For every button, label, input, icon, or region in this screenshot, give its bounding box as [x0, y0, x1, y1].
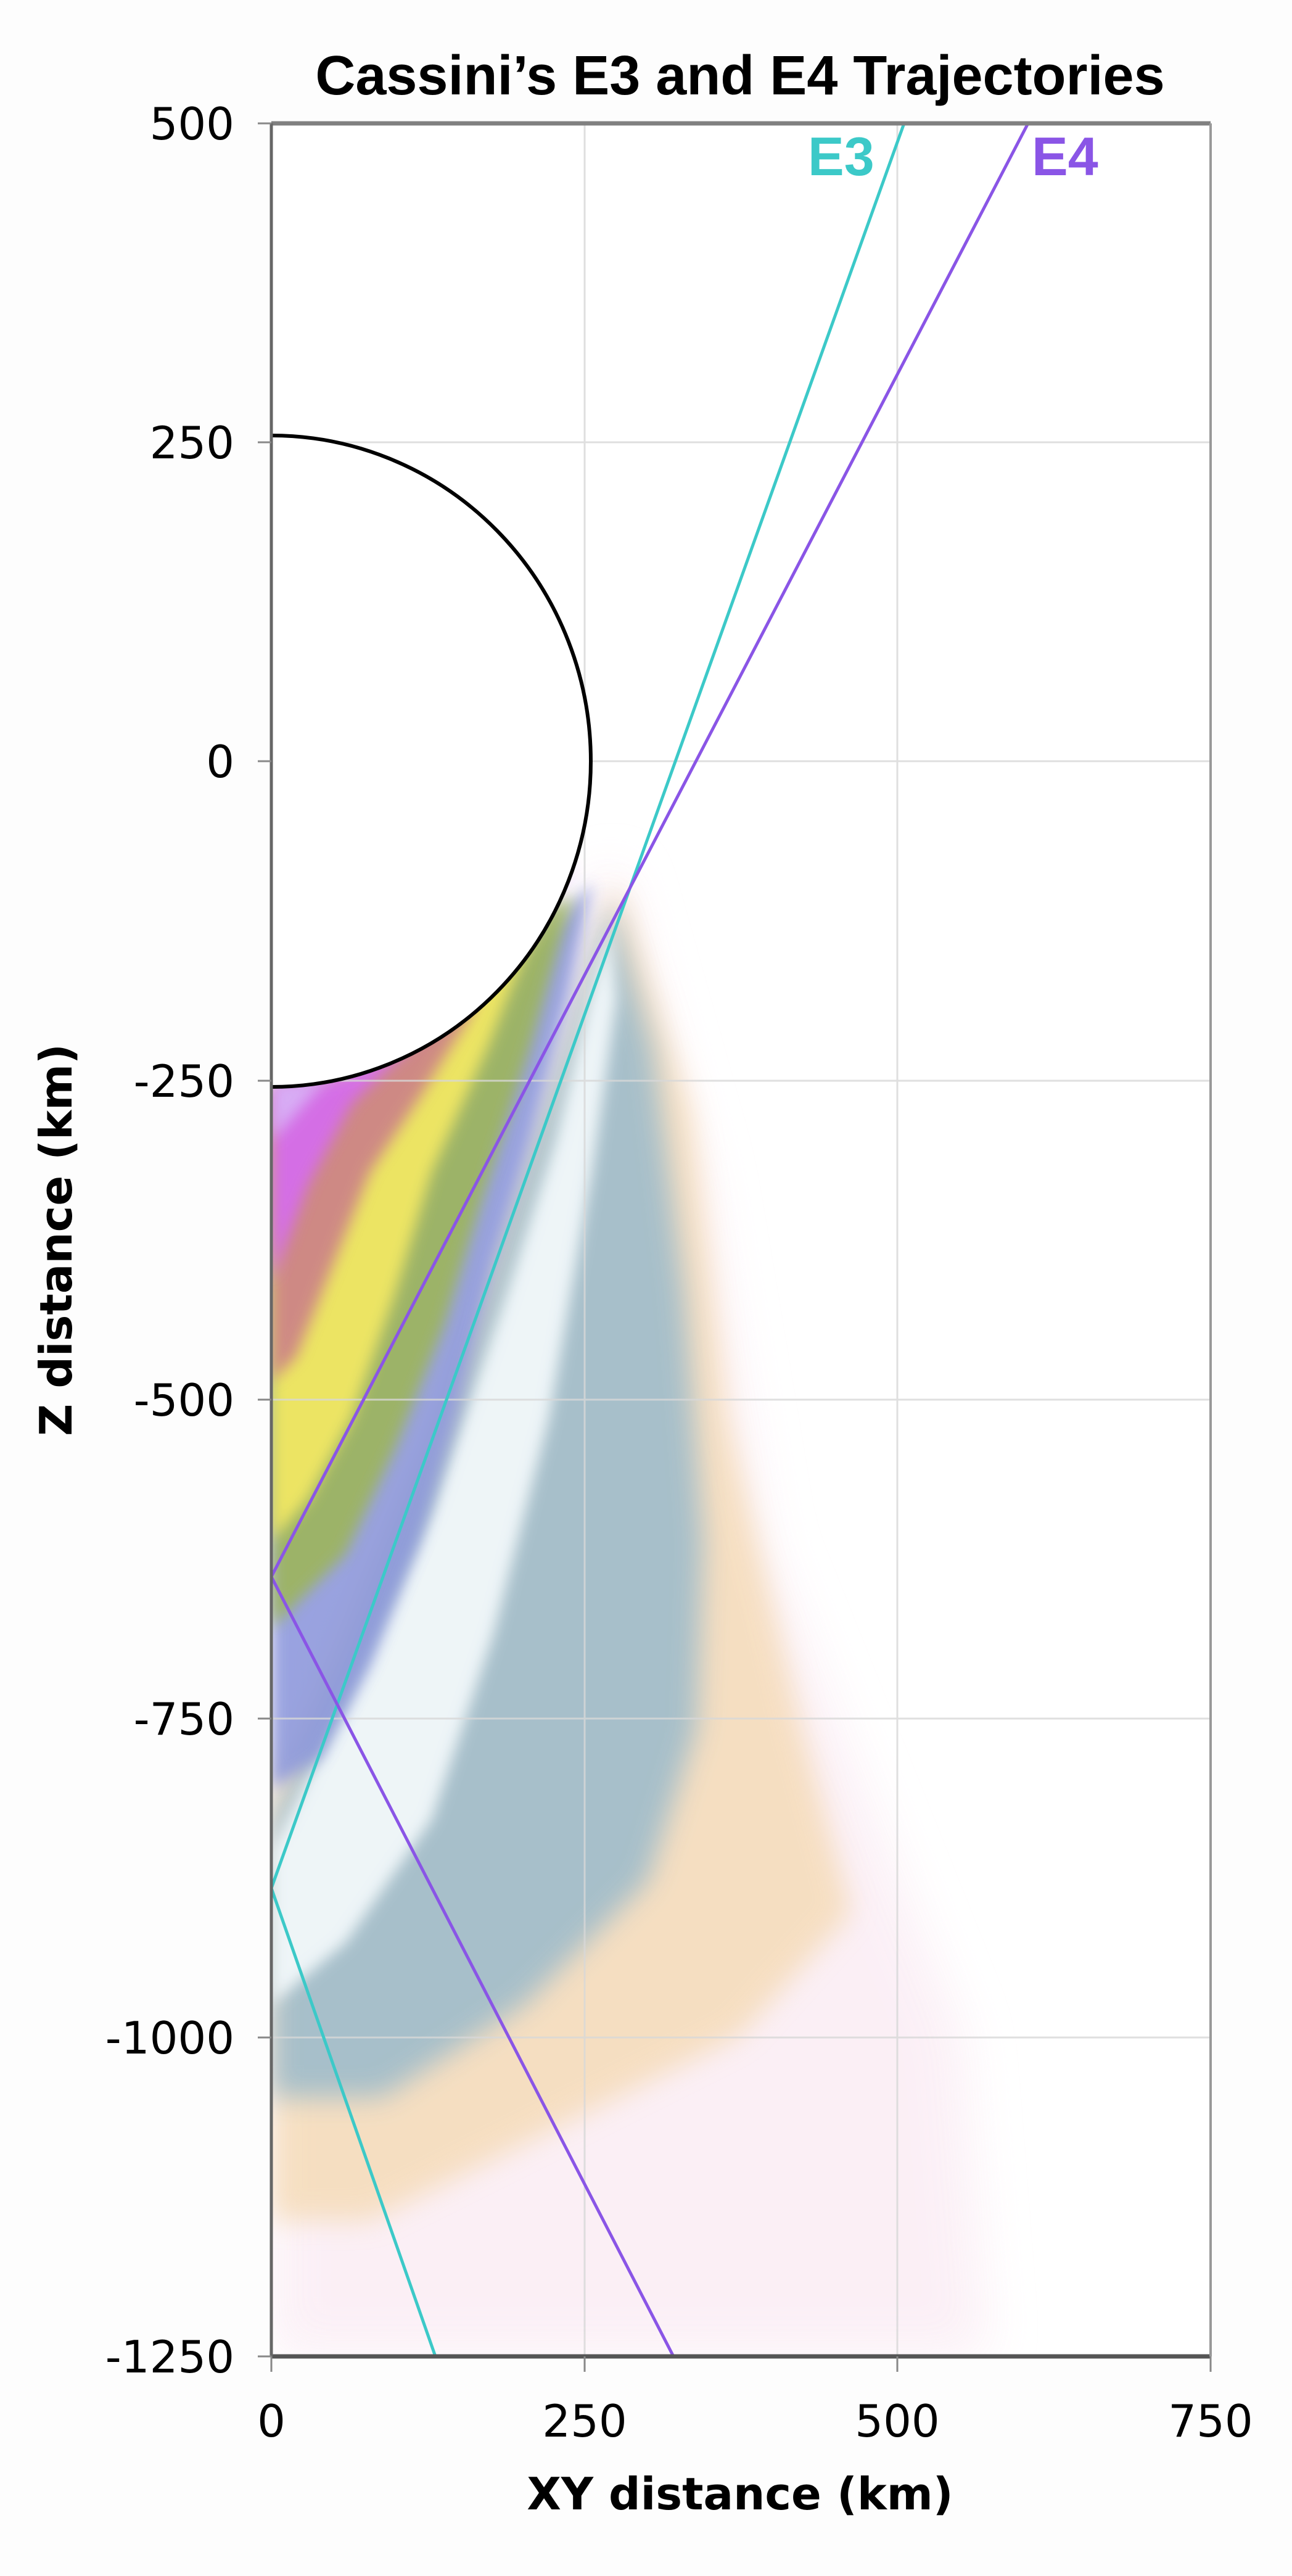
y-tick-label: -250	[134, 1055, 234, 1107]
x-ticks	[270, 2356, 1212, 2372]
y-tick-label: 250	[150, 417, 234, 469]
y-tick-label: 500	[150, 98, 234, 150]
chart-title: Cassini’s E3 and E4 Trajectories	[315, 45, 1164, 107]
y-tick-label: 0	[206, 736, 234, 788]
y-tick-labels: 500 250 0 -250 -500 -750 -1000 -1250	[105, 98, 234, 2383]
gridlines	[271, 123, 1211, 2356]
y-axis-label: Z distance (km)	[30, 1044, 82, 1436]
trajectory-e3	[271, 123, 906, 2356]
e4-label: E4	[1032, 126, 1098, 187]
x-tick-label: 0	[257, 2395, 286, 2447]
y-tick-label: -1250	[105, 2331, 234, 2383]
y-ticks	[258, 122, 271, 2358]
y-tick-label: -750	[134, 1693, 234, 1745]
y-tick-label: -500	[134, 1374, 234, 1426]
x-tick-label: 250	[542, 2395, 627, 2447]
trajectory-e4	[271, 123, 1030, 2356]
axes-frame	[270, 121, 1212, 2359]
y-tick-label: -1000	[105, 2012, 234, 2064]
x-tick-labels: 0 250 500 750	[257, 2395, 1253, 2447]
x-axis-label: XY distance (km)	[527, 2468, 953, 2520]
enceladus-body	[271, 434, 593, 1089]
e3-label: E3	[808, 126, 874, 187]
x-tick-label: 750	[1168, 2395, 1253, 2447]
x-tick-label: 500	[855, 2395, 939, 2447]
